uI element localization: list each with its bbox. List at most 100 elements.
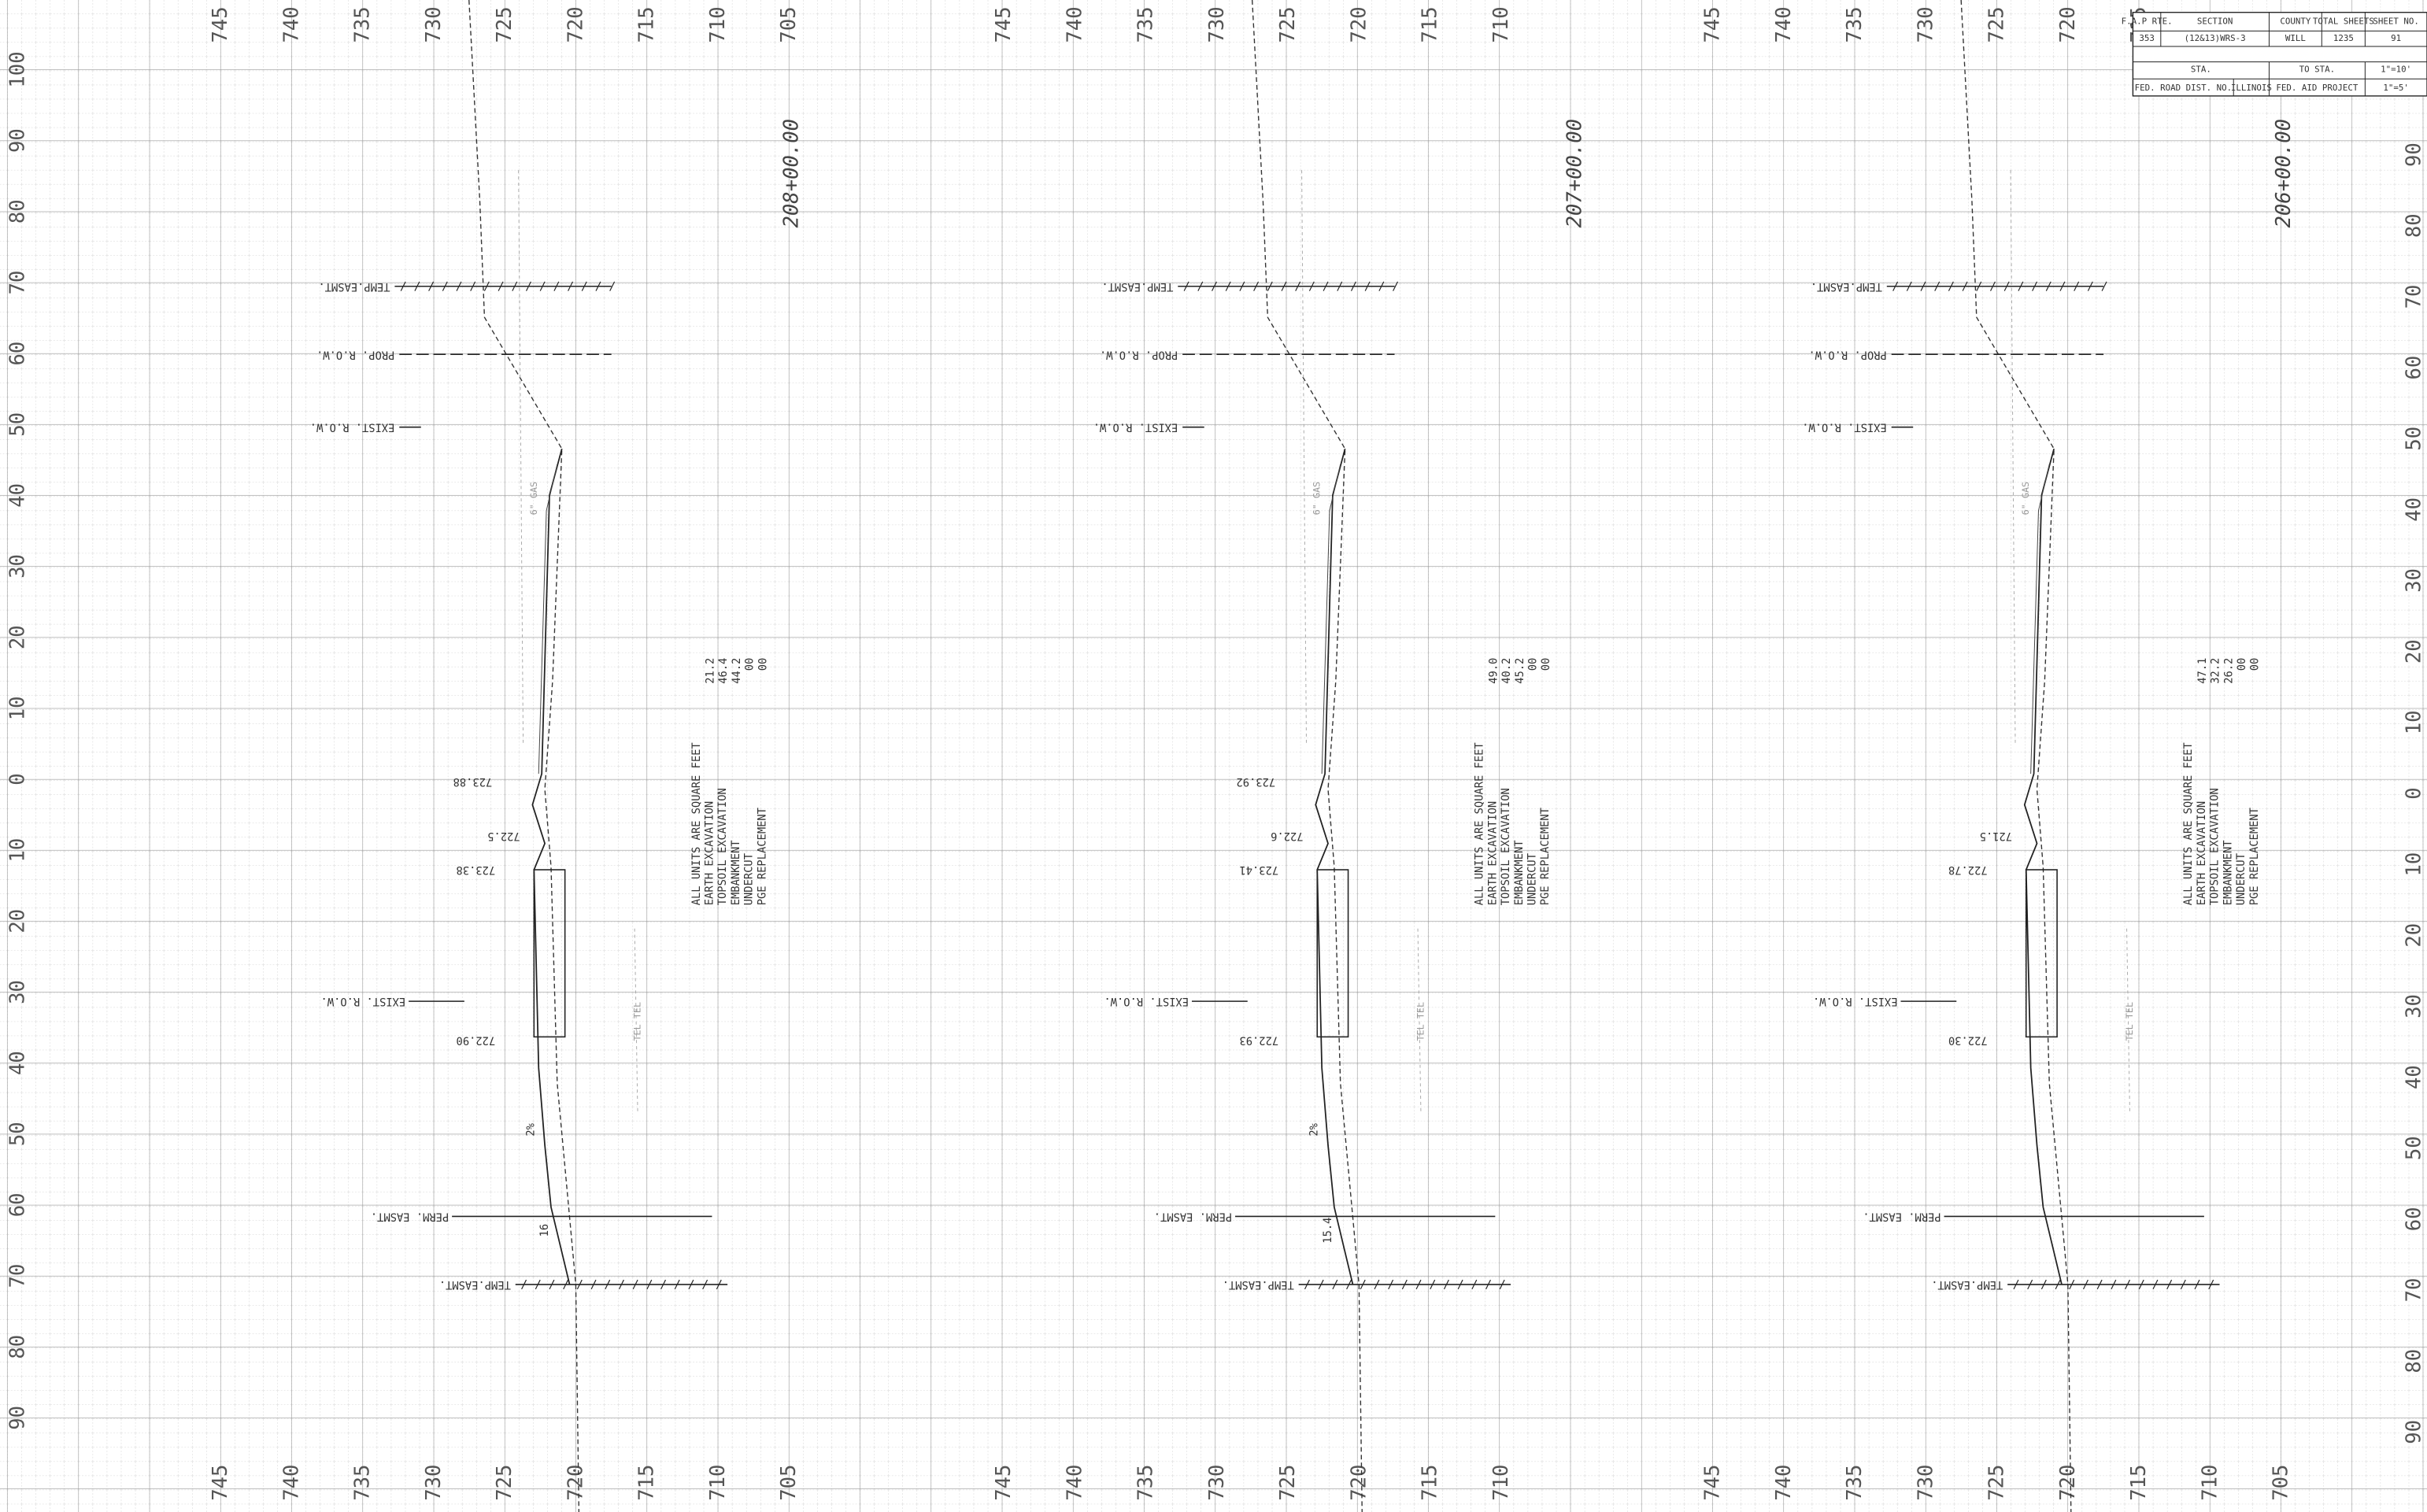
- offset-label: 70: [2402, 1278, 2425, 1303]
- elevation-label: 725: [1276, 1465, 1300, 1501]
- elevation-label: 735: [351, 6, 375, 43]
- hatch: [1197, 281, 1204, 291]
- hatch: [2027, 1279, 2033, 1290]
- offset-label: 0: [6, 773, 30, 785]
- hatch: [1360, 1279, 1366, 1290]
- hatch: [595, 281, 601, 291]
- quantity-heading: EMBANKMENT: [1513, 840, 1526, 905]
- hatch: [2074, 281, 2080, 291]
- boundary-label: PERM. EASMT.: [1863, 1210, 1940, 1222]
- existing-ground: [1960, 0, 2072, 1512]
- hatch: [2125, 1279, 2131, 1290]
- elevation-callout: 722.78: [1948, 863, 1988, 876]
- quantity-value: 49.0: [1487, 658, 1500, 684]
- utility-line: [2126, 928, 2130, 1115]
- hatch: [1295, 281, 1301, 291]
- elevation-callout: 722.6: [1271, 830, 1303, 842]
- hatch: [563, 1279, 569, 1290]
- hatch: [1253, 281, 1260, 291]
- utility-line: [2010, 170, 2016, 743]
- elevation-label: 745: [992, 1465, 1016, 1501]
- hatch: [2040, 1279, 2047, 1290]
- elevation-label: 720: [1347, 6, 1371, 43]
- elevation-label: 725: [493, 6, 516, 43]
- utility-label: TEL TEL: [632, 1002, 643, 1041]
- elevation-callout: 723.92: [1236, 775, 1275, 788]
- hatch: [1401, 1279, 1408, 1290]
- offset-label: 60: [6, 1193, 30, 1218]
- hatch: [1892, 281, 1899, 291]
- quantity-value: 00: [2236, 658, 2248, 671]
- hatch: [1332, 1279, 1338, 1290]
- elevation-label: 740: [279, 6, 303, 43]
- hatch: [2096, 1279, 2103, 1290]
- hatch: [1346, 1279, 1352, 1290]
- hatch: [1183, 281, 1189, 291]
- offset-label: 60: [2402, 356, 2425, 380]
- title-block-cell: STA.: [2191, 64, 2211, 74]
- elevation-label: 710: [706, 1465, 730, 1501]
- quantity-value: 44.2: [731, 658, 743, 684]
- elevation-label: 710: [706, 6, 730, 43]
- hatch: [549, 1279, 555, 1290]
- title-block-cell: FED. AID PROJECT: [2276, 83, 2359, 93]
- boundary-label: EXIST. R.O.W.: [1802, 421, 1887, 434]
- offset-label: 20: [2402, 639, 2425, 664]
- elevation-label: 735: [1843, 6, 1866, 43]
- hatch: [1471, 1279, 1478, 1290]
- boundary-label: EXIST. R.O.W.: [1104, 995, 1189, 1007]
- quantity-value: 00: [2249, 658, 2262, 671]
- quantity-heading: UNDERCUT: [2235, 853, 2248, 905]
- quantity-value: 26.2: [2222, 658, 2235, 684]
- content: 1009080706050403020100102030405060708090…: [6, 0, 2427, 1512]
- title-block-cell: 353: [2139, 33, 2155, 43]
- utility-label: TEL TEL: [2124, 1002, 2135, 1041]
- quantity-heading: ALL UNITS ARE SQUARE FEET: [2182, 742, 2195, 905]
- hatch: [428, 281, 435, 291]
- title-block-cell: 1235: [2333, 33, 2354, 43]
- elevation-label: 720: [564, 1465, 587, 1501]
- quantity-heading: EARTH EXCAVATION: [1486, 801, 1499, 905]
- hatch: [470, 281, 476, 291]
- hatch: [605, 1279, 611, 1290]
- quantity-value: 32.2: [2210, 658, 2222, 684]
- offset-label: 70: [6, 271, 30, 295]
- offset-label: 50: [2402, 1136, 2425, 1160]
- slope-label: 15.4: [1322, 1218, 1334, 1244]
- station-label: 207+00.00: [1563, 119, 1587, 227]
- quantity-heading: EMBANKMENT: [2222, 840, 2234, 905]
- elevation-label: 705: [777, 6, 801, 43]
- hatch: [1267, 281, 1273, 291]
- hatch: [702, 1279, 708, 1290]
- hatch: [1443, 1279, 1449, 1290]
- slope-label: 2%: [524, 1122, 537, 1136]
- utility-label: 6" GAS: [1312, 482, 1323, 516]
- hatch: [1906, 281, 1912, 291]
- boundary-label: PROP. R.O.W.: [1808, 348, 1886, 360]
- quantity-value: 00: [744, 658, 757, 671]
- elevation-label: 730: [422, 1465, 446, 1501]
- elevation-label: 745: [1701, 1465, 1725, 1501]
- quantity-heading: PGE REPLACEMENT: [1539, 808, 1552, 905]
- quantity-heading: ALL UNITS ARE SQUARE FEET: [1474, 742, 1486, 905]
- elevation-label: 740: [1063, 1465, 1086, 1501]
- elevation-label: 715: [1419, 1465, 1442, 1501]
- elevation-label: 725: [1985, 1465, 2009, 1501]
- proposed-profile: [1321, 464, 1341, 774]
- offset-label: 70: [6, 1264, 30, 1288]
- quantity-heading: TOPSOIL EXCAVATION: [2209, 788, 2222, 905]
- title-block-cell: (12&13)WRS-3: [2185, 33, 2246, 43]
- hatch: [688, 1279, 694, 1290]
- utility-line: [634, 928, 638, 1115]
- hatch: [2069, 1279, 2075, 1290]
- offset-label: 60: [6, 342, 30, 366]
- boundary-label: EXIST. R.O.W.: [321, 995, 406, 1007]
- hatch: [442, 281, 448, 291]
- elevation-label: 740: [279, 1465, 303, 1501]
- elevation-label: 730: [1205, 1465, 1229, 1501]
- boundary-label: PROP. R.O.W.: [1100, 348, 1178, 360]
- quantity-heading: EARTH EXCAVATION: [2196, 801, 2208, 905]
- elevation-label: 740: [1772, 6, 1796, 43]
- station-label: 206+00.00: [2272, 119, 2296, 227]
